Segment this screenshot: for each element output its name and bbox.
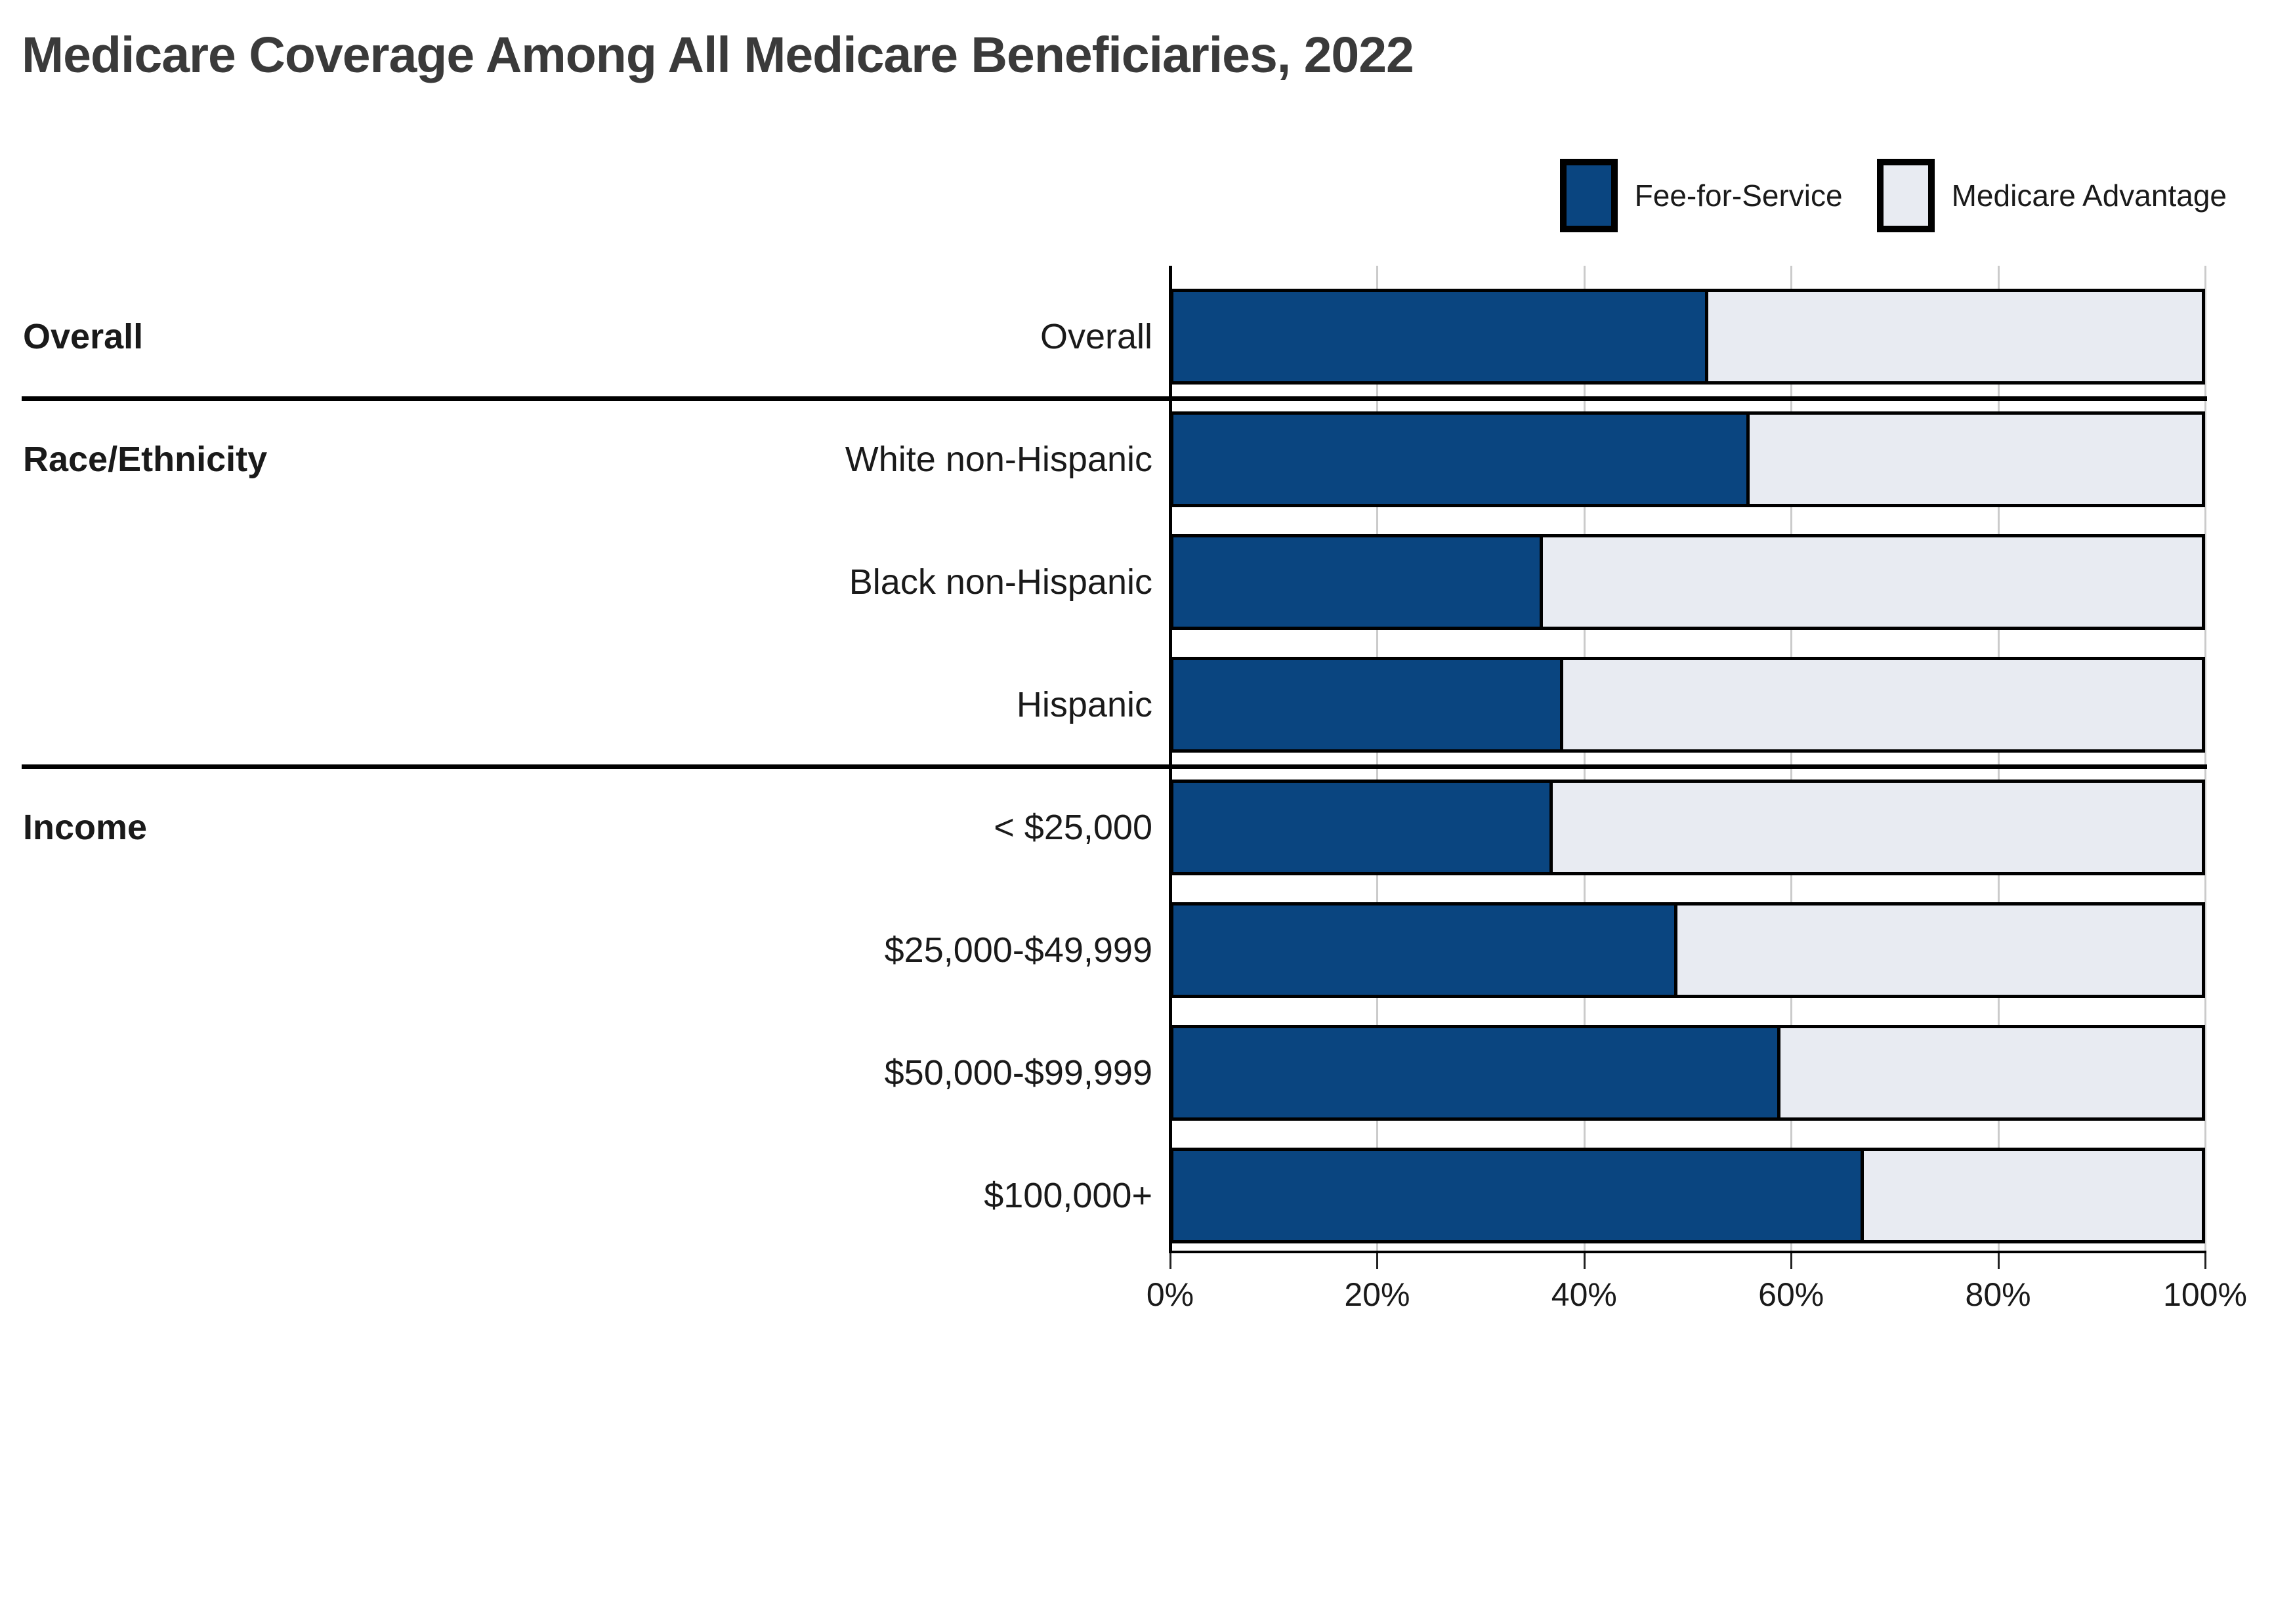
group-label-overall: Overall — [23, 317, 144, 356]
x-axis-line — [1169, 1251, 2206, 1253]
bar-black-non-hispanic — [1170, 534, 2205, 630]
gridline-20 — [1376, 266, 1379, 1251]
y-axis-line — [1169, 266, 1172, 1253]
x-tick-mark-20 — [1376, 1251, 1379, 1269]
legend-swatch-medicare-advantage — [1876, 159, 1935, 232]
x-tick-label-0: 0% — [1146, 1276, 1194, 1313]
legend-label-fee-for-service: Fee-for-Service — [1634, 178, 1843, 213]
bar-100-000 — [1170, 1148, 2205, 1243]
x-tick-mark-100 — [2204, 1251, 2206, 1269]
legend-item-medicare-advantage: Medicare Advantage — [1876, 159, 2227, 232]
group-divider-2 — [22, 764, 2207, 769]
row-label-25-000: < $25,000 — [994, 808, 1152, 847]
row-label-100-000: $100,000+ — [984, 1176, 1152, 1215]
x-tick-mark-40 — [1583, 1251, 1586, 1269]
gridline-40 — [1583, 266, 1586, 1251]
x-tick-label-60: 60% — [1758, 1276, 1824, 1313]
bar-segment-fee-for-service-overall — [1173, 292, 1708, 381]
bar-overall — [1170, 289, 2205, 385]
row-label-overall: Overall — [1040, 317, 1152, 356]
bar-segment-fee-for-service-hispanic — [1173, 660, 1563, 749]
row-label-50-000-99-999: $50,000-$99,999 — [884, 1053, 1152, 1093]
legend: Fee-for-Service Medicare Advantage — [1559, 159, 2227, 232]
bar-hispanic — [1170, 657, 2205, 753]
gridline-60 — [1790, 266, 1793, 1251]
x-tick-mark-60 — [1790, 1251, 1793, 1269]
legend-swatch-fee-for-service — [1559, 159, 1618, 232]
bar-segment-fee-for-service-25-000-49-999 — [1173, 906, 1677, 995]
bar-segment-fee-for-service-50-000-99-999 — [1173, 1028, 1780, 1117]
group-label-race-ethnicity: Race/Ethnicity — [23, 440, 268, 479]
bar-25-000 — [1170, 780, 2205, 875]
row-label-25-000-49-999: $25,000-$49,999 — [884, 930, 1152, 970]
chart-title: Medicare Coverage Among All Medicare Ben… — [22, 27, 1414, 83]
row-label-white-non-hispanic: White non-Hispanic — [845, 440, 1152, 479]
x-tick-mark-0 — [1169, 1251, 1171, 1269]
bar-white-non-hispanic — [1170, 411, 2205, 507]
x-tick-label-100: 100% — [2163, 1276, 2247, 1313]
legend-label-medicare-advantage: Medicare Advantage — [1951, 178, 2227, 213]
group-label-income: Income — [23, 808, 148, 847]
x-tick-label-40: 40% — [1551, 1276, 1617, 1313]
x-tick-label-80: 80% — [1965, 1276, 2031, 1313]
bar-50-000-99-999 — [1170, 1025, 2205, 1121]
row-label-black-non-hispanic: Black non-Hispanic — [849, 562, 1152, 602]
legend-item-fee-for-service: Fee-for-Service — [1559, 159, 1843, 232]
bar-25-000-49-999 — [1170, 902, 2205, 998]
bar-segment-fee-for-service-white-non-hispanic — [1173, 415, 1750, 504]
gridline-80 — [1997, 266, 2000, 1251]
row-label-hispanic: Hispanic — [1016, 685, 1152, 724]
x-tick-mark-80 — [1997, 1251, 2000, 1269]
bar-segment-fee-for-service-black-non-hispanic — [1173, 537, 1543, 627]
bar-segment-fee-for-service-100-000 — [1173, 1151, 1864, 1240]
group-divider-1 — [22, 396, 2207, 401]
gridline-100 — [2204, 266, 2206, 1251]
x-tick-label-20: 20% — [1344, 1276, 1410, 1313]
bar-segment-fee-for-service-25-000 — [1173, 783, 1553, 872]
